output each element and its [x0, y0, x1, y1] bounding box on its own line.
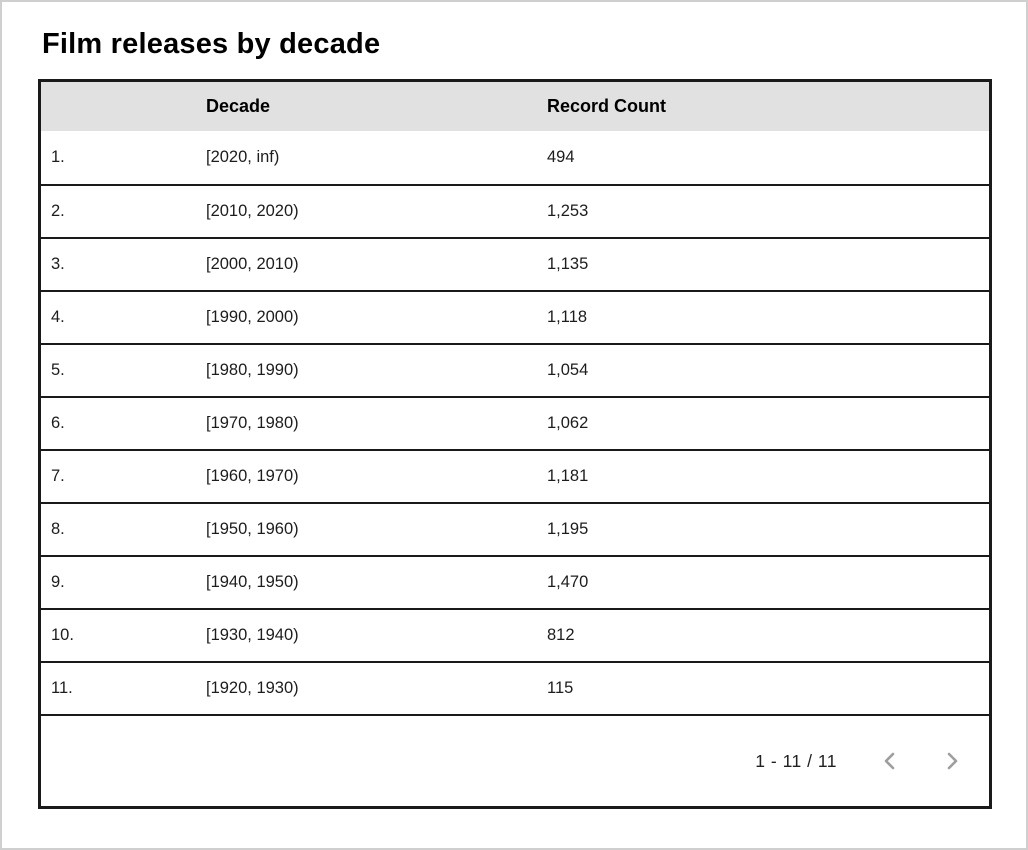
chevron-left-icon	[878, 749, 902, 773]
table-header-row: Decade Record Count	[41, 82, 989, 131]
row-index-cell: 4.	[51, 308, 65, 326]
row-index-cell: 1.	[51, 148, 65, 166]
record-count-cell: 812	[547, 626, 575, 644]
row-index-cell: 3.	[51, 255, 65, 273]
record-count-cell: 1,181	[547, 467, 589, 485]
row-index-cell: 11.	[51, 679, 73, 697]
table-row: 5. [1980, 1990) 1,054	[41, 343, 989, 396]
record-count-cell: 1,062	[547, 414, 589, 432]
row-index-cell: 9.	[51, 573, 65, 591]
record-count-cell: 1,253	[547, 202, 589, 220]
header-cell-record-count[interactable]: Record Count	[547, 96, 666, 116]
record-count-cell: 1,118	[547, 308, 588, 326]
record-count-cell: 494	[547, 148, 575, 166]
decade-cell: [2010, 2020)	[206, 202, 299, 220]
decade-cell: [2000, 2010)	[206, 255, 299, 273]
record-count-cell: 115	[547, 679, 574, 697]
table-row: 6. [1970, 1980) 1,062	[41, 396, 989, 449]
table-row: 8. [1950, 1960) 1,195	[41, 502, 989, 555]
header-cell-decade[interactable]: Decade	[206, 96, 271, 116]
table-row: 11. [1920, 1930) 115	[41, 661, 989, 714]
table-footer: 1 - 11 / 11	[41, 714, 989, 806]
chevron-right-icon	[940, 749, 964, 773]
page-title: Film releases by decade	[42, 28, 381, 60]
pagination-range-label: 1 - 11 / 11	[755, 750, 837, 771]
record-count-cell: 1,054	[547, 361, 589, 379]
previous-page-button[interactable]	[877, 748, 903, 774]
decade-cell: [1940, 1950)	[206, 573, 299, 591]
table-row: 4. [1990, 2000) 1,118	[41, 290, 989, 343]
decade-cell: [1960, 1970)	[206, 467, 299, 485]
decade-cell: [1980, 1990)	[206, 361, 299, 379]
row-index-cell: 8.	[51, 520, 65, 538]
row-index-cell: 6.	[51, 414, 65, 432]
record-count-cell: 1,135	[547, 255, 589, 273]
table-card: Decade Record Count 1. [2020, inf) 494 2…	[38, 79, 992, 809]
decade-cell: [2020, inf)	[206, 148, 280, 166]
record-count-cell: 1,470	[547, 573, 589, 591]
table-row: 7. [1960, 1970) 1,181	[41, 449, 989, 502]
table-row: 3. [2000, 2010) 1,135	[41, 237, 989, 290]
table-row: 2. [2010, 2020) 1,253	[41, 184, 989, 237]
row-index-cell: 5.	[51, 361, 65, 379]
decade-cell: [1930, 1940)	[206, 626, 299, 644]
record-count-cell: 1,195	[547, 520, 589, 538]
decade-cell: [1920, 1930)	[206, 679, 299, 697]
table-row: 9. [1940, 1950) 1,470	[41, 555, 989, 608]
table-row: 1. [2020, inf) 494	[41, 131, 989, 184]
next-page-button[interactable]	[939, 748, 965, 774]
table-row: 10. [1930, 1940) 812	[41, 608, 989, 661]
decade-cell: [1950, 1960)	[206, 520, 299, 538]
row-index-cell: 10.	[51, 626, 74, 644]
row-index-cell: 2.	[51, 202, 65, 220]
row-index-cell: 7.	[51, 467, 65, 485]
header-cell-index	[41, 82, 206, 131]
decade-cell: [1970, 1980)	[206, 414, 299, 432]
decade-cell: [1990, 2000)	[206, 308, 299, 326]
